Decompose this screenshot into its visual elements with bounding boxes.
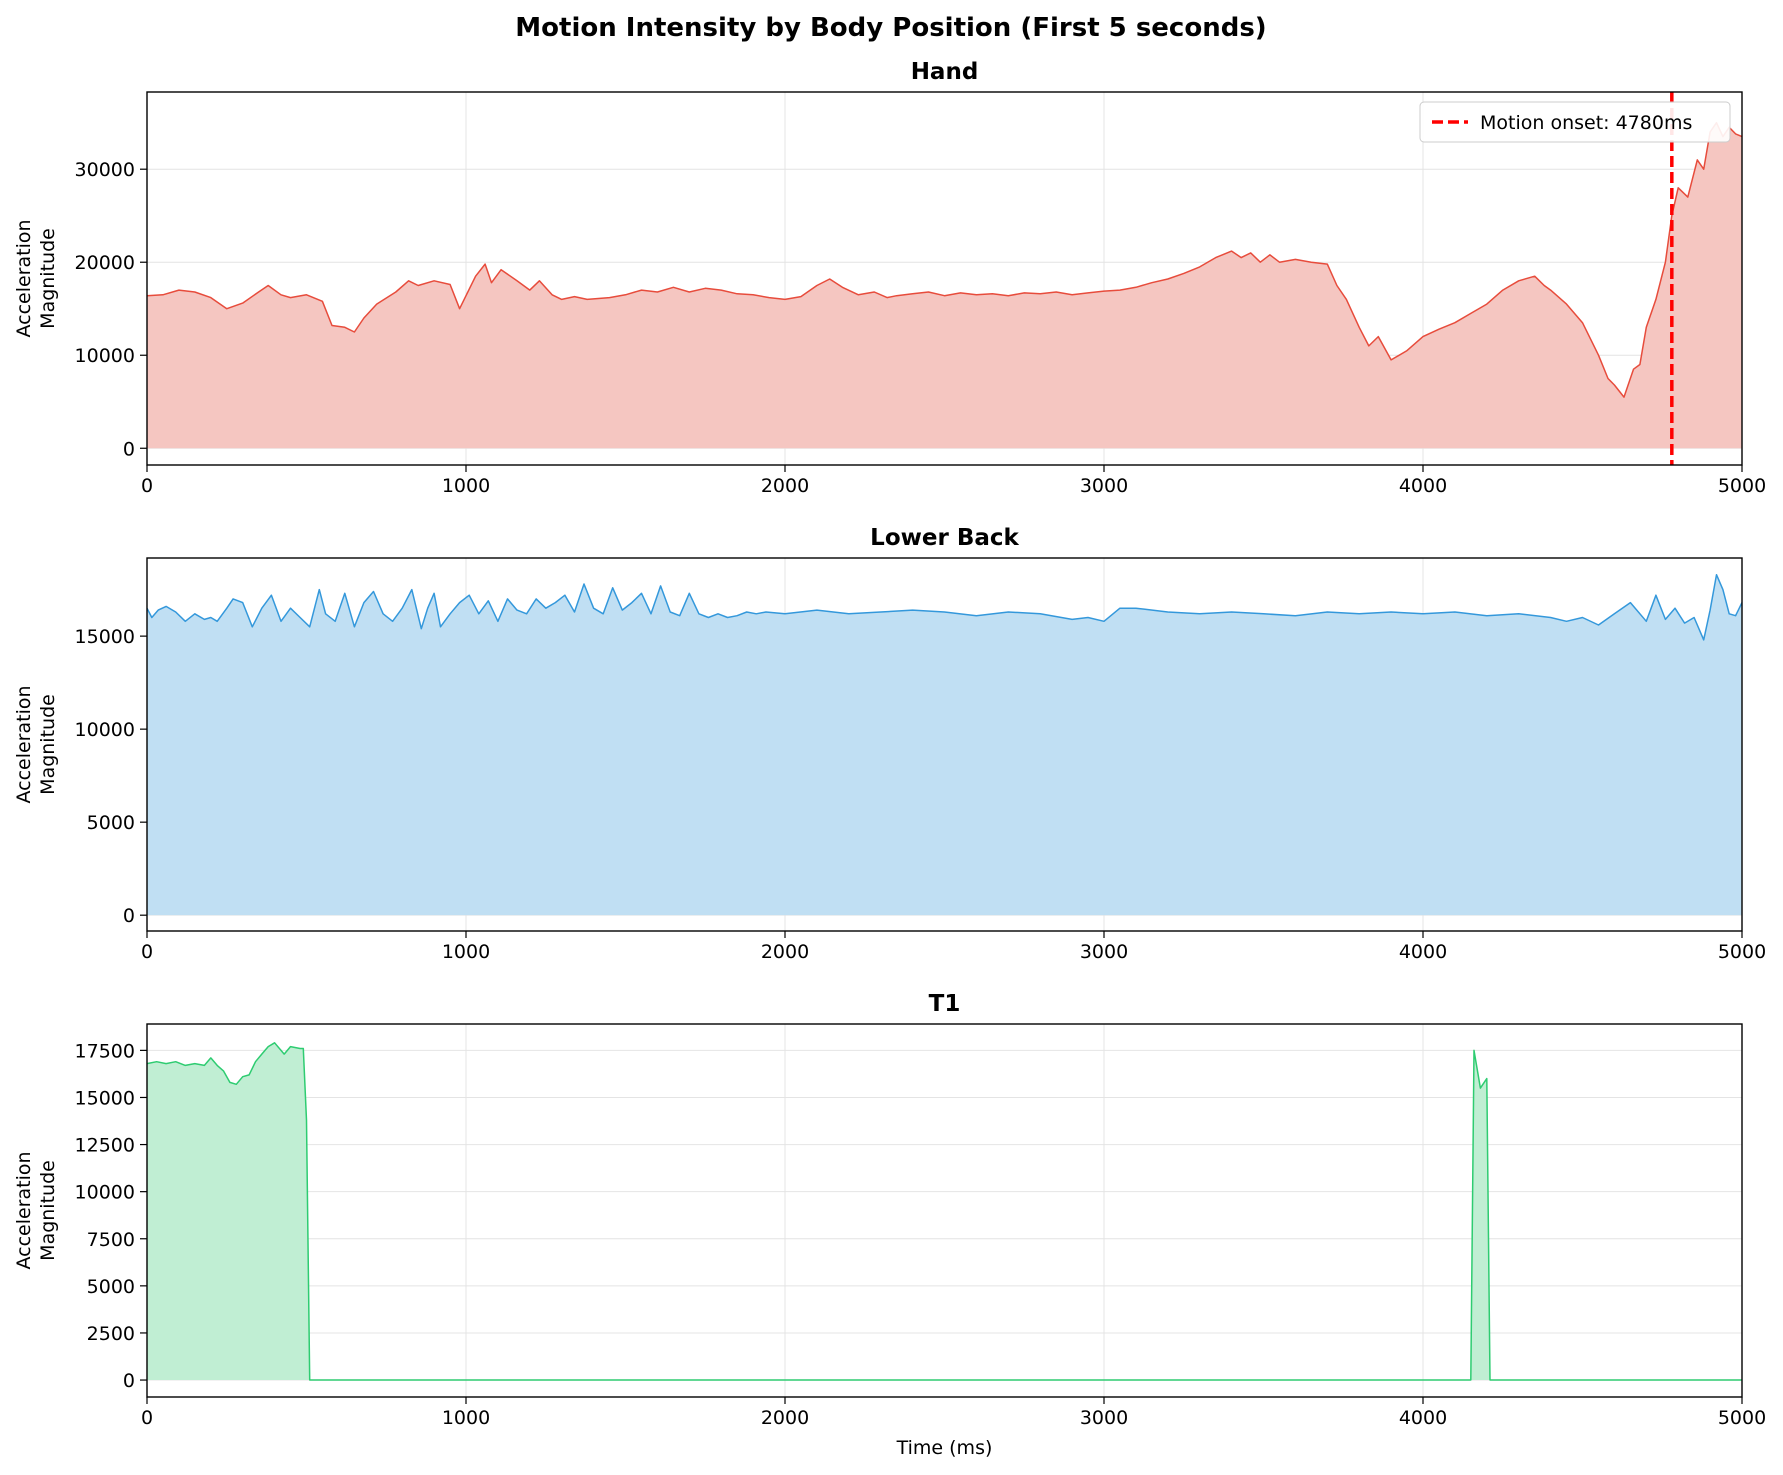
x-tick-label: 1000 <box>442 1407 490 1429</box>
x-tick-label: 2000 <box>761 1407 809 1429</box>
y-tick-label: 5000 <box>87 1276 135 1298</box>
subplot-title: Hand <box>911 59 979 85</box>
legend-label: Motion onset: 4780ms <box>1480 112 1692 134</box>
y-tick-label: 12500 <box>75 1135 135 1157</box>
y-axis-label: Acceleration Magnitude <box>13 219 59 337</box>
figure-title: Motion Intensity by Body Position (First… <box>515 13 1266 43</box>
series-line <box>146 121 1743 398</box>
x-tick-label: 2000 <box>761 475 809 497</box>
subplot-t1: 0 1000 2000 3000 4000 5000 0 2500 5000 7500 10000 1… <box>13 991 1766 1459</box>
legend: Motion onset: 4780ms <box>1419 101 1731 143</box>
y-tick-label: 10000 <box>75 1182 135 1204</box>
x-tick-label: 4000 <box>1399 941 1447 963</box>
y-tick-label: 10000 <box>75 719 135 741</box>
series-line <box>146 573 1743 641</box>
y-tick-label: 30000 <box>75 159 135 181</box>
axes-frame <box>146 1023 1743 1398</box>
axes-frame <box>146 91 1743 466</box>
subplot-hand: 0 1000 2000 3000 4000 5000 0 10000 20000 30000 Han… <box>13 59 1766 497</box>
series-area <box>147 574 1742 916</box>
y-tick-label: 5000 <box>87 812 135 834</box>
axes-frame <box>146 557 1743 932</box>
series-area <box>147 1042 1742 1381</box>
x-axis-label: Time (ms) <box>896 1437 993 1459</box>
y-tick-label: 0 <box>123 905 135 927</box>
y-tick-label: 10000 <box>75 345 135 367</box>
y-tick-label: 0 <box>123 1370 135 1392</box>
series-area <box>147 122 1742 449</box>
legend-box <box>1419 101 1731 143</box>
x-tick-label: 0 <box>141 941 153 963</box>
x-tick-label: 5000 <box>1718 475 1766 497</box>
x-tick-label: 1000 <box>442 941 490 963</box>
y-tick-label: 7500 <box>87 1229 135 1251</box>
subplot-title: Lower Back <box>870 525 1019 551</box>
subplot-title: T1 <box>929 991 961 1017</box>
x-tick-label: 3000 <box>1080 1407 1128 1429</box>
y-tick-label: 15000 <box>75 1087 135 1109</box>
x-tick-label: 2000 <box>761 941 809 963</box>
y-axis-label: Acceleration Magnitude <box>13 1151 59 1269</box>
y-tick-label: 2500 <box>87 1323 135 1345</box>
y-tick-label: 0 <box>123 438 135 460</box>
x-tick-label: 1000 <box>442 475 490 497</box>
x-tick-label: 3000 <box>1080 941 1128 963</box>
x-tick-label: 4000 <box>1399 475 1447 497</box>
x-tick-label: 0 <box>141 1407 153 1429</box>
x-tick-label: 4000 <box>1399 1407 1447 1429</box>
x-tick-label: 0 <box>141 475 153 497</box>
x-tick-label: 5000 <box>1718 941 1766 963</box>
y-tick-label: 20000 <box>75 252 135 274</box>
subplot-lower-back: 0 1000 2000 3000 4000 5000 0 5000 10000 15000 Lowe… <box>13 525 1766 963</box>
y-tick-label: 15000 <box>75 626 135 648</box>
y-axis-label: Acceleration Magnitude <box>13 685 59 803</box>
series-line <box>146 1042 1742 1381</box>
x-tick-label: 5000 <box>1718 1407 1766 1429</box>
y-tick-label: 17500 <box>75 1040 135 1062</box>
x-tick-label: 3000 <box>1080 475 1128 497</box>
subplots: 0 1000 2000 3000 4000 50000100002000030000Han… <box>13 59 1766 1459</box>
